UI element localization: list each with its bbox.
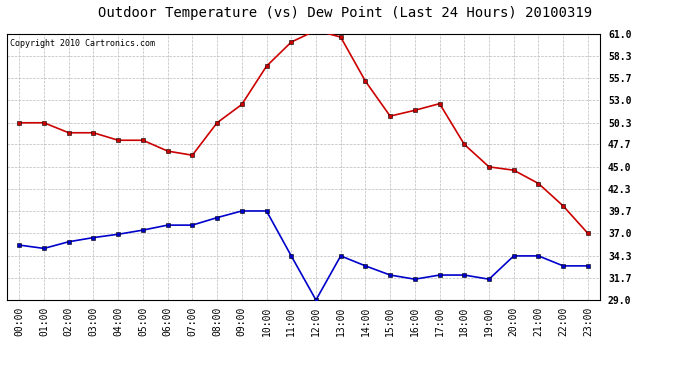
Text: Copyright 2010 Cartronics.com: Copyright 2010 Cartronics.com <box>10 39 155 48</box>
Text: Outdoor Temperature (vs) Dew Point (Last 24 Hours) 20100319: Outdoor Temperature (vs) Dew Point (Last… <box>98 6 592 20</box>
